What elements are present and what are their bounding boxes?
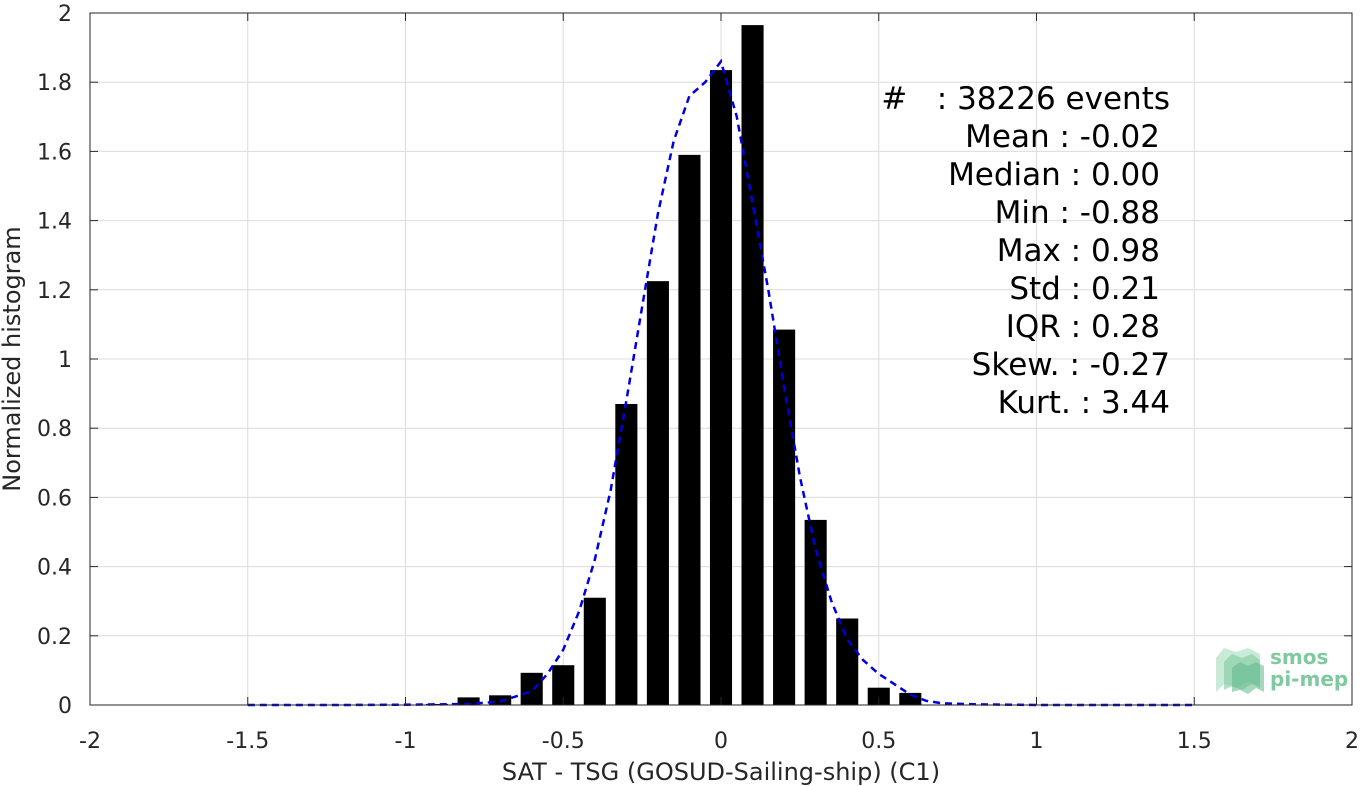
histogram-bar — [583, 597, 606, 705]
logo-text-smos: smos — [1270, 645, 1329, 669]
y-tick-label: 0.6 — [37, 486, 72, 511]
x-tick-label: -2 — [79, 729, 101, 754]
histogram-bar — [615, 403, 638, 705]
histogram-bar — [489, 695, 512, 705]
logo-waves-icon — [1216, 648, 1264, 694]
statistics-box: # : 38226 events Mean : -0.02 Median : 0… — [850, 80, 1170, 422]
stat-kurt: Kurt. : 3.44 — [997, 385, 1170, 421]
histogram-bar — [520, 672, 543, 705]
histogram-bar — [804, 519, 827, 705]
x-tick-label: -0.5 — [542, 729, 585, 754]
smos-pi-mep-logo: smos pi-mep — [1214, 646, 1354, 696]
fit-curve — [247, 58, 1195, 707]
y-tick-label: 2 — [58, 2, 72, 27]
y-axis-label: Normalized histogram — [0, 226, 26, 491]
x-tick-label: 0 — [714, 729, 728, 754]
y-tick-label: 1 — [58, 348, 72, 373]
x-tick-label: 1.5 — [1177, 729, 1212, 754]
y-tick-label: 1.4 — [37, 210, 72, 235]
stat-std: Std : 0.21 — [1009, 271, 1160, 307]
y-tick-label: 1.8 — [37, 71, 72, 96]
stat-iqr: IQR : 0.28 — [1005, 309, 1160, 345]
y-tick-label: 0 — [58, 694, 72, 719]
x-tick-label: -1.5 — [226, 729, 269, 754]
histogram-bar — [426, 703, 449, 705]
x-tick-label: 0.5 — [861, 729, 896, 754]
stat-skew: Skew. : -0.27 — [971, 347, 1170, 383]
histogram-bar — [709, 70, 733, 706]
stat-events: # : 38226 events — [881, 81, 1170, 117]
stat-median: Median : 0.00 — [948, 157, 1160, 193]
histogram-bar — [867, 687, 890, 705]
histogram-bars — [426, 25, 922, 706]
y-tick-label: 0.8 — [37, 417, 72, 442]
histogram-bar — [678, 154, 701, 706]
histogram-bar — [457, 697, 480, 705]
y-tick-label: 1.6 — [37, 140, 72, 165]
x-tick-label: -1 — [395, 729, 417, 754]
histogram-bar — [646, 281, 669, 705]
y-tick-label: 0.4 — [37, 556, 72, 581]
logo-text-pimep: pi-mep — [1270, 667, 1349, 691]
histogram-bar — [836, 618, 859, 705]
y-tick-label: 1.2 — [37, 279, 72, 304]
stat-min: Min : -0.88 — [994, 195, 1160, 231]
stat-max: Max : 0.98 — [996, 233, 1160, 269]
x-tick-label: 2 — [1345, 729, 1359, 754]
histogram-bar — [741, 25, 764, 706]
axes — [89, 12, 1353, 706]
y-tick-label: 0.2 — [37, 625, 72, 650]
x-tick-labels: -2 -1.5 -1 -0.5 0 0.5 1 1.5 2 — [79, 729, 1359, 754]
histogram-bar — [552, 665, 575, 705]
stat-mean: Mean : -0.02 — [965, 119, 1160, 155]
x-axis-label: SAT - TSG (GOSUD-Sailing-ship) (C1) — [502, 758, 940, 786]
y-tick-labels: 0 0.2 0.4 0.6 0.8 1 1.2 1.4 1.6 1.8 2 — [37, 2, 72, 719]
plot-frame — [89, 12, 1353, 706]
histogram-bar — [899, 692, 922, 705]
x-tick-label: 1 — [1030, 729, 1044, 754]
